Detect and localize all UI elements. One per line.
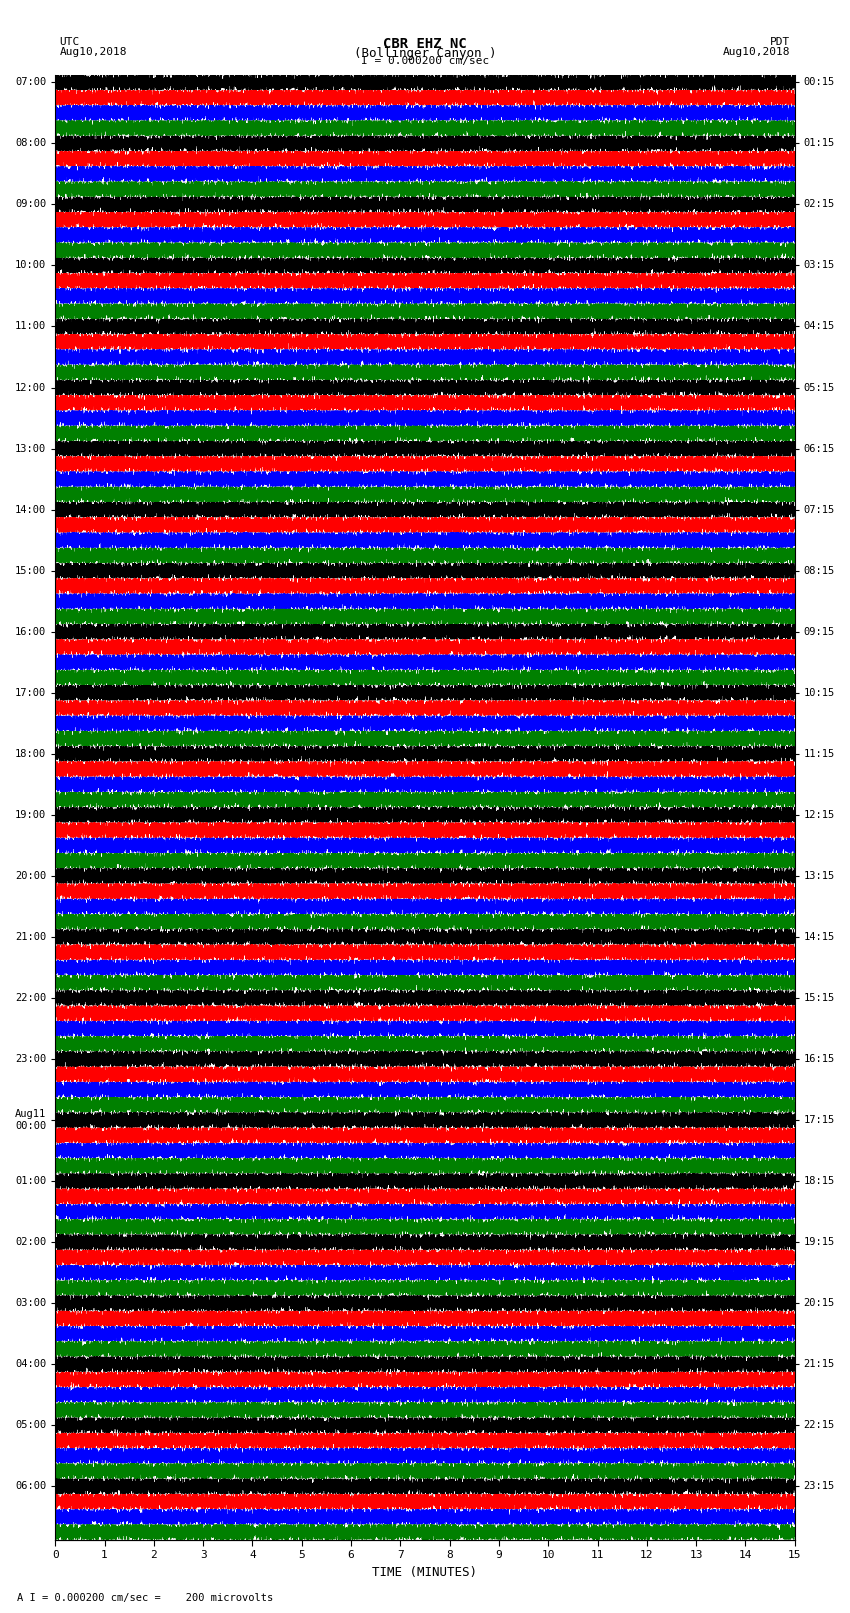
X-axis label: TIME (MINUTES): TIME (MINUTES) <box>372 1566 478 1579</box>
Text: CBR EHZ NC: CBR EHZ NC <box>383 37 467 52</box>
Text: Aug10,2018: Aug10,2018 <box>723 47 791 56</box>
Text: UTC: UTC <box>60 37 80 47</box>
Text: (Bollinger Canyon ): (Bollinger Canyon ) <box>354 47 496 60</box>
Text: A I = 0.000200 cm/sec =    200 microvolts: A I = 0.000200 cm/sec = 200 microvolts <box>17 1594 273 1603</box>
Text: Aug10,2018: Aug10,2018 <box>60 47 127 56</box>
Text: I = 0.000200 cm/sec: I = 0.000200 cm/sec <box>361 56 489 66</box>
Text: PDT: PDT <box>770 37 790 47</box>
